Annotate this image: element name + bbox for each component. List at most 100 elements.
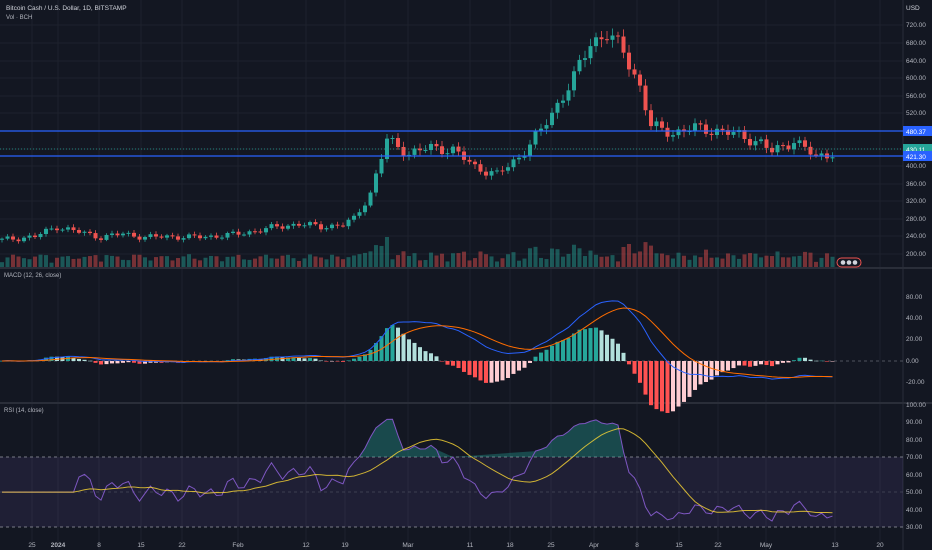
candle-body (38, 234, 43, 238)
volume-bar (198, 260, 202, 267)
candle-body (753, 141, 758, 146)
rsi-tick-label: 60.00 (906, 472, 923, 479)
volume-bar (632, 253, 637, 267)
volume-bar (374, 245, 378, 267)
time-tick-label: Feb (232, 542, 244, 549)
candle-body (16, 239, 21, 242)
macd-tick-label: -20.00 (906, 379, 925, 386)
volume-bar (781, 257, 785, 267)
macd-histogram-bar (671, 361, 675, 412)
time-tick-label: 19 (341, 542, 349, 549)
volume-bar (544, 259, 549, 267)
candle-body (82, 231, 87, 233)
candle-body (440, 146, 444, 155)
time-tick-label: 2024 (51, 542, 66, 549)
volume-bar (401, 251, 406, 267)
volume-bar (187, 254, 191, 267)
candle-body (330, 224, 334, 229)
macd-histogram-bar (638, 361, 642, 383)
candle-body (533, 131, 538, 145)
candle-body (588, 46, 593, 59)
time-tick-label: 13 (831, 542, 839, 549)
time-tick-label: 15 (137, 542, 145, 549)
event-badge[interactable] (836, 257, 862, 268)
candle-body (231, 231, 235, 233)
volume-bar (291, 258, 296, 267)
candle-body (132, 232, 136, 237)
candle-body (698, 123, 703, 125)
candle-body (445, 153, 450, 155)
last-price-tag: 430.11 (903, 144, 932, 154)
volume-bar (825, 253, 829, 267)
macd-histogram-bar (104, 361, 109, 365)
volume-bar (456, 253, 461, 267)
volume-bar (451, 253, 455, 267)
candle-body (610, 35, 615, 40)
rsi-overbought-fill (359, 419, 624, 457)
volume-bar (110, 255, 114, 267)
macd-histogram-bar (737, 361, 741, 366)
macd-histogram-bar (687, 361, 692, 397)
volume-bar (819, 257, 824, 267)
candle-body (203, 236, 208, 239)
candle-body (225, 232, 230, 238)
candle-body (803, 140, 807, 147)
volume-bar (616, 261, 620, 267)
volume-bar (49, 262, 54, 267)
candle-body (198, 235, 202, 239)
currency-label[interactable]: USD (906, 5, 920, 12)
volume-bar (280, 255, 285, 267)
volume-bar (154, 257, 158, 267)
volume-bar (16, 256, 21, 267)
candle-body (808, 146, 813, 155)
macd-histogram-bar (478, 361, 483, 381)
macd-histogram-bar (110, 361, 114, 364)
volume-bar (346, 257, 351, 267)
volume-bar (352, 255, 356, 267)
macd-axis: 80.00 40.00 20.00 0.00 -20.00 (906, 294, 925, 386)
candle-body (88, 231, 92, 234)
volume-bar (11, 254, 15, 267)
price-tick-label: 520.00 (906, 110, 926, 117)
candle-body (209, 235, 213, 237)
macd-histogram-bar (792, 360, 796, 361)
volume-bar (253, 258, 257, 267)
macd-histogram-bar (742, 361, 747, 366)
macd-histogram-bar (528, 361, 532, 363)
volume-bar (649, 245, 653, 267)
candle-body (726, 130, 730, 135)
time-tick-label: Apr (589, 542, 600, 549)
macd-histogram-bar (121, 361, 125, 363)
candle-body (33, 235, 37, 238)
candle-body (121, 233, 125, 236)
candle-body (720, 128, 725, 131)
macd-histogram-bar (313, 358, 318, 361)
macd-histogram-bar (473, 361, 477, 378)
candle-body (308, 222, 312, 226)
candle-body (819, 153, 824, 156)
time-tick-label: 25 (547, 542, 555, 549)
candle-body (148, 234, 153, 238)
candle-body (561, 100, 565, 103)
volume-bar (335, 256, 340, 267)
candle-body (544, 125, 549, 129)
volume-bar (715, 257, 719, 267)
chart-title: Bitcoin Cash / U.S. Dollar, 1D, BITSTAMP (6, 5, 127, 12)
time-axis[interactable]: 25 2024 8 15 22 Feb 12 19 Mar 11 18 25 Apr 8 15 22 May 13… (28, 542, 884, 549)
candle-body (5, 236, 10, 239)
candle-body (104, 234, 109, 240)
candle-body (77, 230, 81, 233)
candle-body (434, 143, 439, 147)
price-axis[interactable]: 720.00 680.00 640.00 600.00 560.00 520.00 480.… (906, 22, 926, 258)
macd-histogram-bar (429, 353, 433, 361)
candle-body (99, 238, 103, 240)
candle-body (478, 164, 483, 172)
event-icon (846, 260, 852, 265)
volume-bar (324, 259, 329, 267)
volume-bar (478, 251, 483, 267)
price-tick-label: 640.00 (906, 58, 926, 65)
macd-histogram-bar (44, 357, 48, 361)
volume-bar (539, 257, 543, 267)
macd-histogram-bar (753, 361, 758, 366)
volume-bar (676, 252, 681, 267)
